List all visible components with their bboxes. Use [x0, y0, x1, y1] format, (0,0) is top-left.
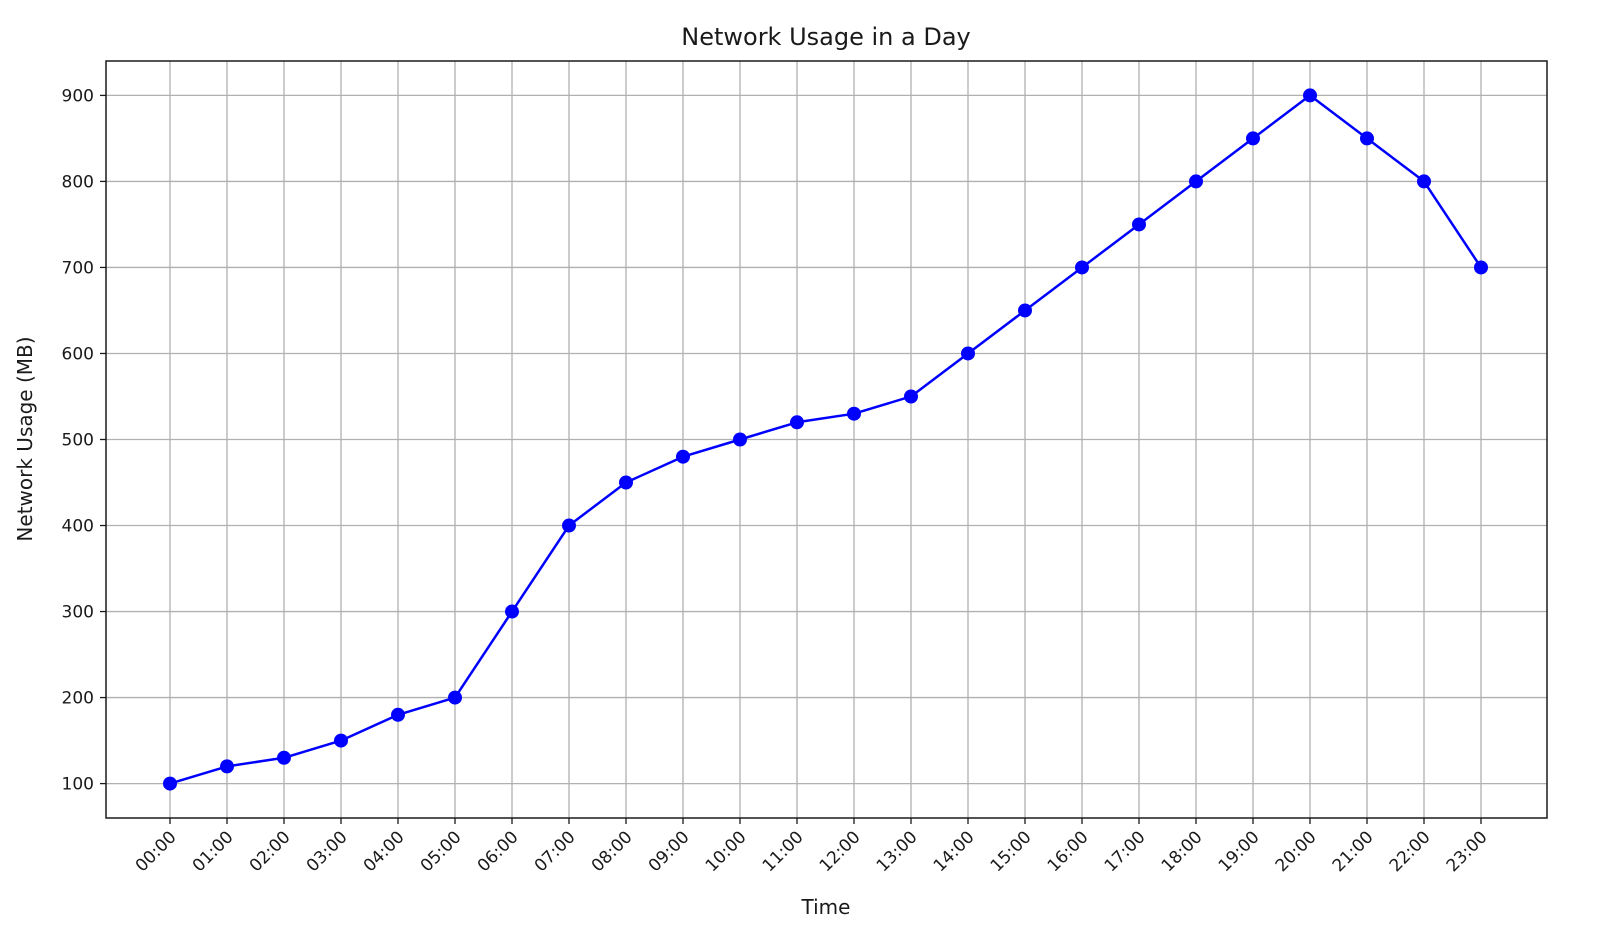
- x-tick-label: 06:00: [474, 827, 523, 876]
- data-point: [505, 604, 519, 619]
- data-point: [1075, 260, 1089, 275]
- data-point: [847, 406, 861, 421]
- data-point: [334, 733, 348, 748]
- y-tick-label: 900: [62, 86, 94, 106]
- x-tick-label: 13:00: [873, 827, 922, 876]
- data-point: [391, 707, 405, 722]
- series-layer: [163, 88, 1488, 791]
- data-point: [676, 449, 690, 464]
- y-tick-label: 400: [62, 517, 94, 537]
- data-point: [1189, 174, 1203, 189]
- x-axis: 00:00 01:00 02:00 03:00 04:00 05:00 06:00 07:00…: [132, 818, 1492, 876]
- x-tick-label: 19:00: [1215, 827, 1264, 876]
- data-point: [1246, 131, 1260, 146]
- x-tick-label: 07:00: [531, 827, 580, 876]
- y-tick-label: 800: [62, 172, 94, 192]
- x-tick-label: 14:00: [930, 827, 979, 876]
- x-tick-label: 21:00: [1329, 827, 1378, 876]
- data-point: [790, 415, 804, 430]
- y-tick-label: 300: [62, 603, 94, 623]
- data-point: [220, 759, 234, 774]
- x-axis-label: Time: [801, 895, 851, 919]
- x-tick-label: 10:00: [702, 827, 751, 876]
- data-point: [1018, 303, 1032, 318]
- data-point: [1474, 260, 1488, 275]
- y-tick-label: 700: [62, 258, 94, 278]
- x-tick-label: 04:00: [360, 827, 409, 876]
- data-point: [163, 776, 177, 791]
- x-tick-label: 20:00: [1272, 827, 1321, 876]
- x-tick-label: 09:00: [645, 827, 694, 876]
- data-point: [1417, 174, 1431, 189]
- y-tick-label: 600: [62, 344, 94, 364]
- data-point: [1303, 88, 1317, 103]
- x-tick-label: 00:00: [132, 827, 181, 876]
- x-tick-label: 01:00: [189, 827, 238, 876]
- data-point: [448, 690, 462, 705]
- chart-title: Network Usage in a Day: [681, 23, 970, 51]
- y-grid: [106, 94, 1547, 785]
- x-tick-label: 12:00: [816, 827, 865, 876]
- data-point: [1132, 217, 1146, 232]
- y-tick-label: 500: [62, 431, 94, 451]
- x-tick-label: 15:00: [987, 827, 1036, 876]
- data-point: [277, 750, 291, 765]
- x-tick-label: 17:00: [1101, 827, 1150, 876]
- x-tick-label: 23:00: [1443, 827, 1492, 876]
- x-tick-label: 18:00: [1158, 827, 1207, 876]
- x-tick-label: 02:00: [246, 827, 295, 876]
- x-tick-label: 03:00: [303, 827, 352, 876]
- y-axis: 100 200 300 400 500 600 700 800 900: [62, 86, 106, 795]
- data-point: [619, 475, 633, 490]
- y-tick-label: 100: [62, 775, 94, 795]
- y-axis-label: Network Usage (MB): [13, 336, 37, 541]
- x-tick-label: 08:00: [588, 827, 637, 876]
- x-tick-label: 11:00: [759, 827, 808, 876]
- x-tick-label: 05:00: [417, 827, 466, 876]
- plot-frame: [105, 60, 1548, 819]
- x-tick-label: 22:00: [1386, 827, 1435, 876]
- series-line: [169, 94, 1483, 785]
- data-point: [562, 518, 576, 533]
- data-point: [961, 346, 975, 361]
- y-tick-label: 200: [62, 689, 94, 709]
- x-tick-label: 16:00: [1044, 827, 1093, 876]
- data-point: [1360, 131, 1374, 146]
- data-point: [904, 389, 918, 404]
- data-point: [733, 432, 747, 447]
